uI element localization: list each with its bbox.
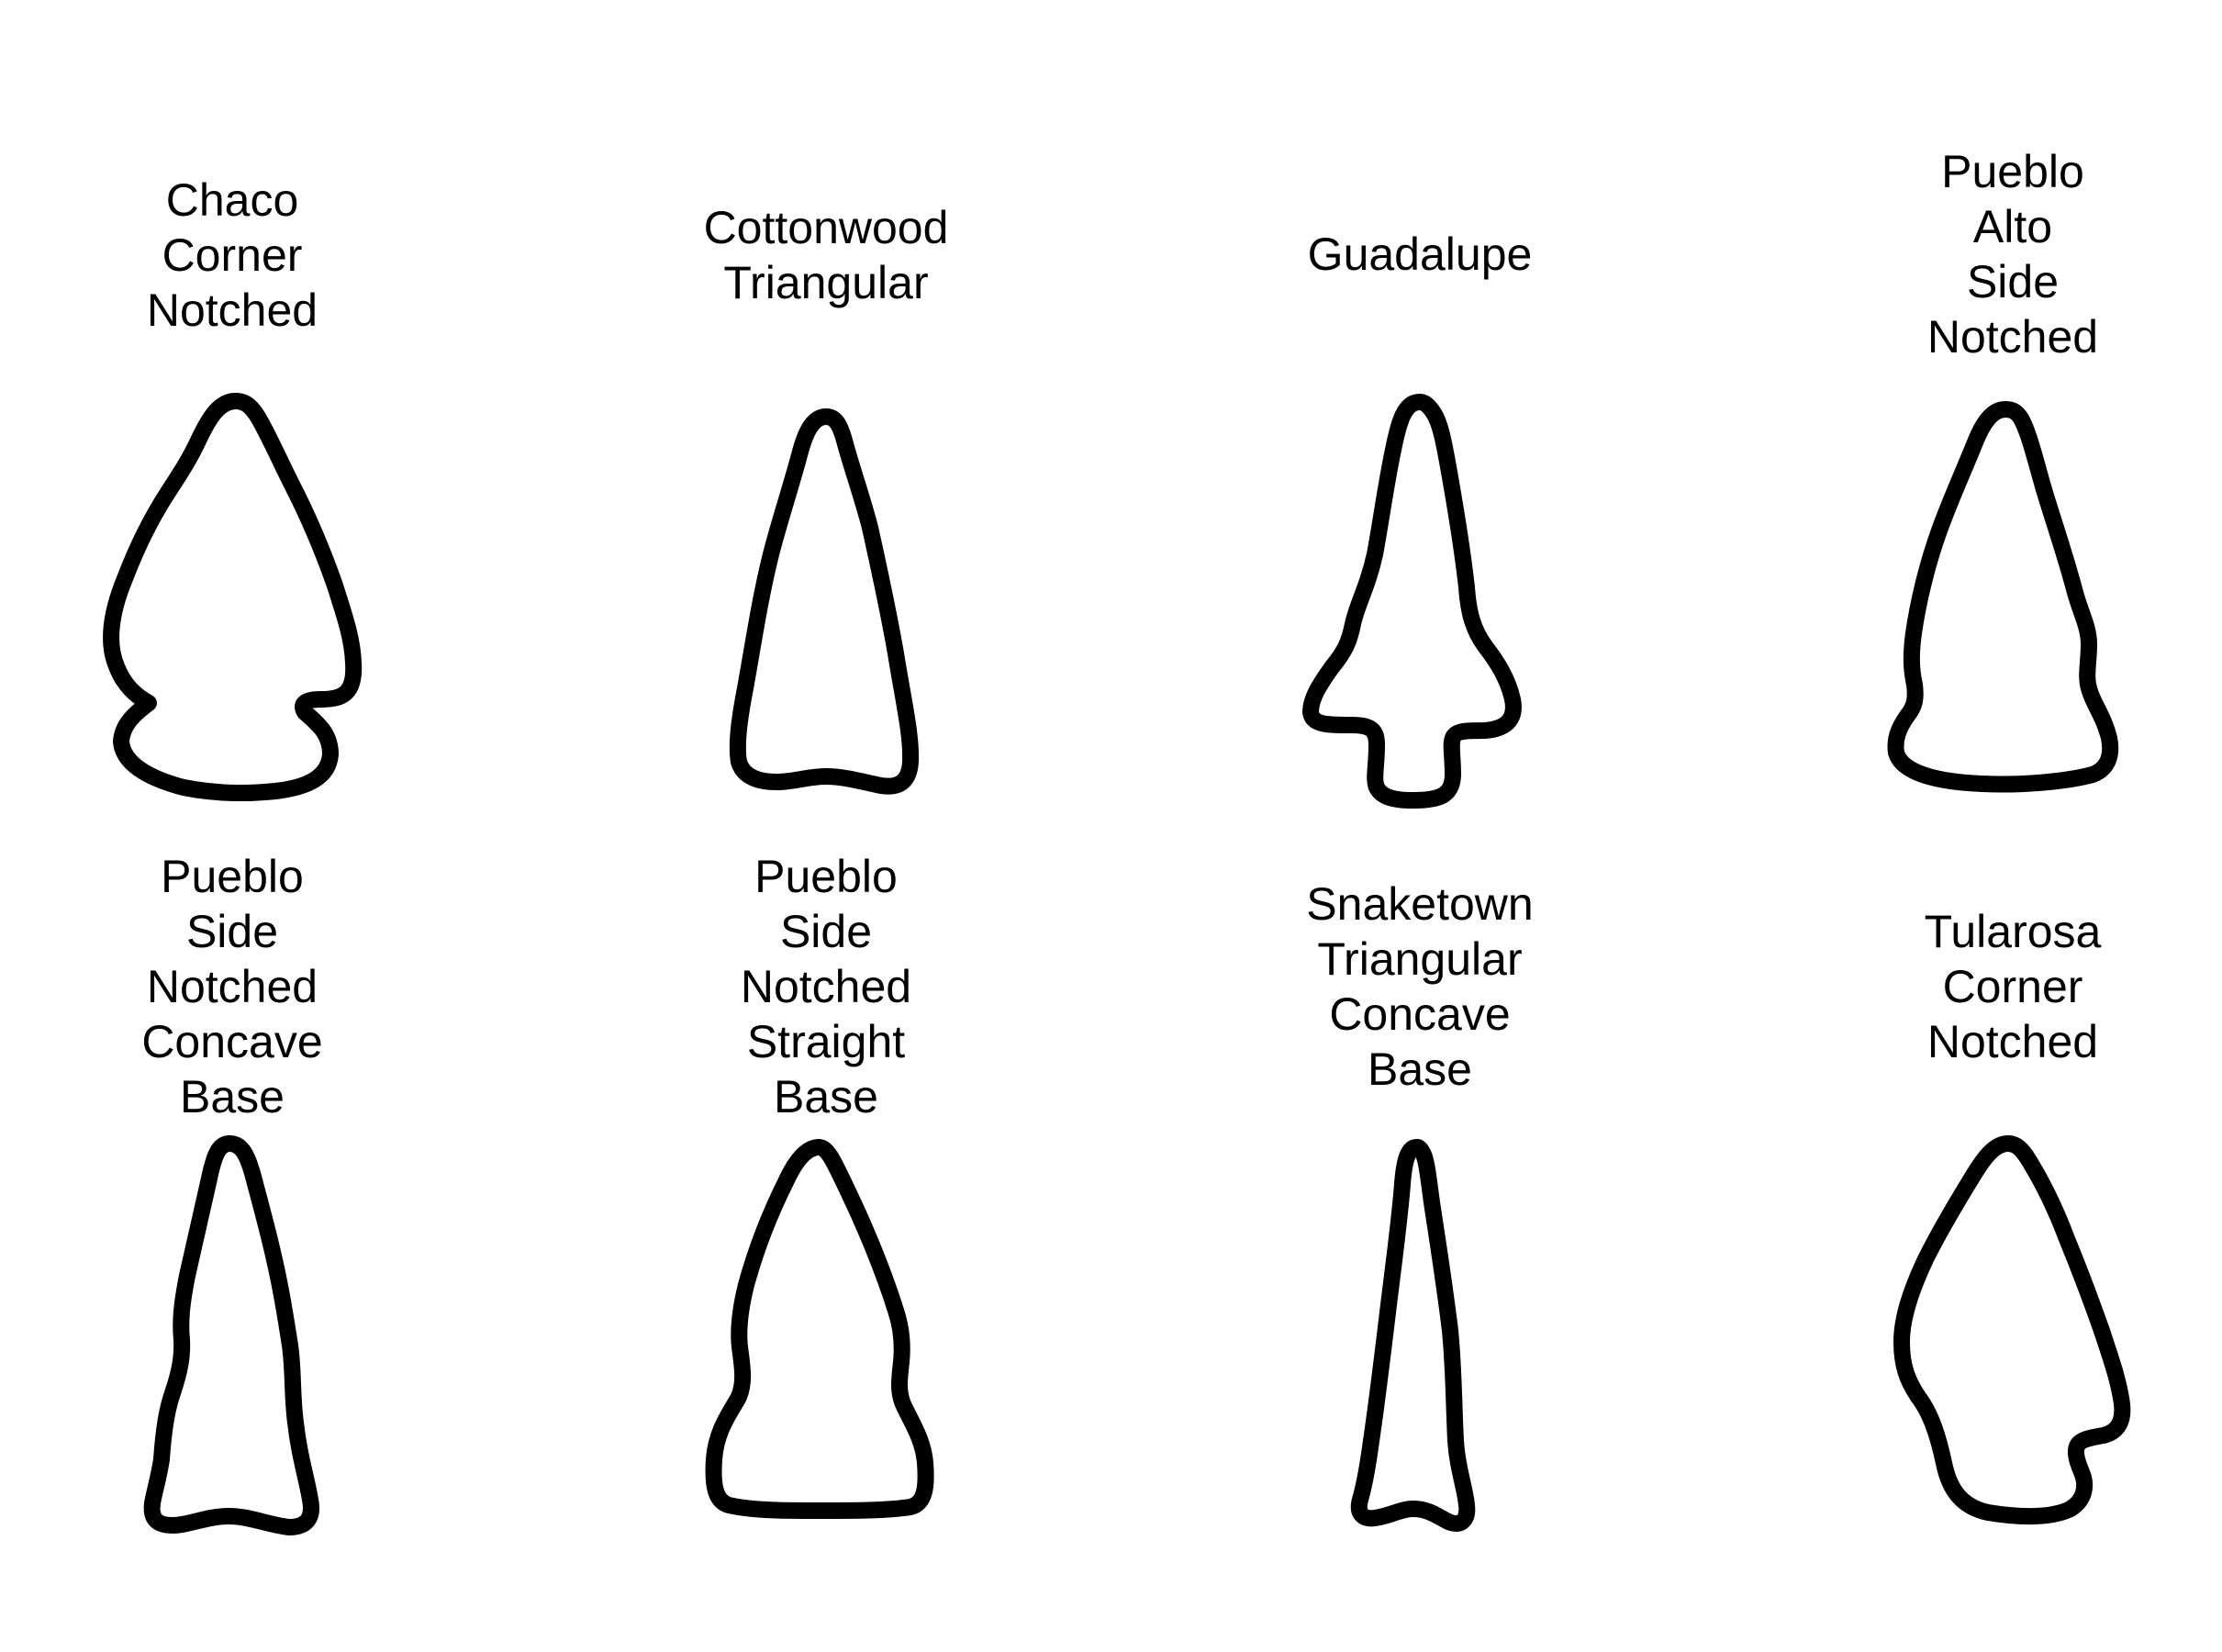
label-guadalupe: Guadalupe	[1227, 227, 1613, 282]
point-label: Tularosa Corner Notched	[1924, 906, 2102, 1067]
label-snaketown-triangular-concave-base: Snaketown Triangular Concave Base	[1227, 876, 1613, 1097]
label-pueblo-side-notched-concave-base: Pueblo Side Notched Concave Base	[39, 849, 425, 1124]
point-label: Pueblo Side Notched Straight Base	[740, 851, 912, 1122]
point-label: Chaco Corner Notched	[146, 174, 318, 336]
guadalupe-outline	[1302, 394, 1522, 809]
cottonwood-triangular-outline	[729, 408, 920, 795]
chaco-corner-notched-outline	[103, 393, 363, 802]
label-cottonwood-triangular: Cottonwood Triangular	[633, 200, 1019, 310]
tularosa-corner-notched-outline	[1893, 1135, 2131, 1525]
point-label: Pueblo Alto Side Notched	[1926, 146, 2099, 363]
snaketown-triangular-concave-base-outline	[1350, 1139, 1476, 1532]
point-label: Guadalupe	[1307, 229, 1533, 280]
pueblo-side-notched-straight-base-outline	[705, 1139, 934, 1519]
label-tularosa-corner-notched: Tularosa Corner Notched	[1820, 904, 2205, 1069]
point-label: Cottonwood Triangular	[703, 202, 949, 308]
point-label: Snaketown Triangular Concave Base	[1306, 878, 1534, 1095]
pueblo-alto-side-notched-outline	[1887, 401, 2119, 793]
point-label: Pueblo Side Notched Concave Base	[141, 851, 323, 1122]
label-pueblo-alto-side-notched: Pueblo Alto Side Notched	[1820, 144, 2205, 364]
label-pueblo-side-notched-straight-base: Pueblo Side Notched Straight Base	[633, 849, 1019, 1124]
pueblo-side-notched-concave-base-outline	[143, 1135, 319, 1535]
label-chaco-corner-notched: Chaco Corner Notched	[39, 173, 425, 338]
